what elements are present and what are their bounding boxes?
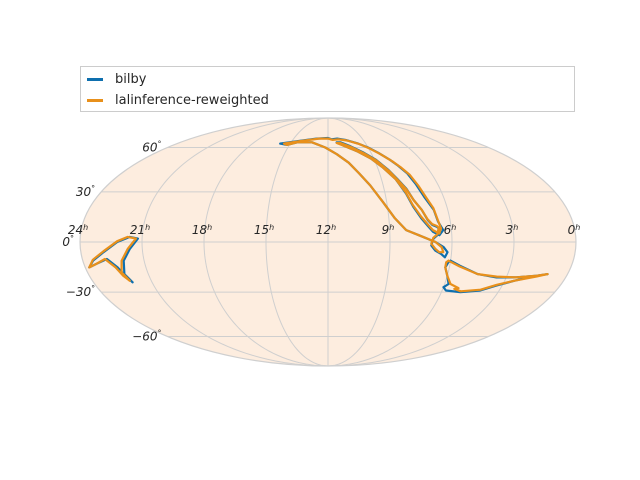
contour-lalinference-1 [444,259,549,293]
legend-swatch-bilby [87,77,103,81]
legend-swatch-lalinference [87,98,103,102]
ra-tick-label: 6h [444,223,457,237]
ra-tick-label: 3h [506,223,519,237]
legend-item-lalinference: lalinference-reweighted [87,90,269,110]
tick-labels: 24h 21h 18h 15h 12h 9h 6h 3h 0h 60° 30° 0° −30° −60° [62,139,580,343]
ra-tick-label: 21h [130,223,150,237]
ra-tick-label: 12h [316,223,336,237]
sky-outline [79,117,577,367]
dec-tick-label: 60° [142,139,161,154]
contour-lalinference-0 [282,137,445,254]
dec-tick-label: −30° [66,284,95,299]
contour-layer [88,136,549,294]
contour-lalinference-2 [88,235,137,282]
legend-item-bilby: bilby [87,69,146,89]
ra-tick-label: 0h [568,223,581,237]
legend-label-bilby: bilby [115,71,147,87]
ra-tick-label: 18h [192,223,212,237]
ra-tick-label: 9h [382,223,395,237]
ra-tick-label: 15h [254,223,274,237]
dec-tick-label: −60° [132,329,161,344]
legend: bilby lalinference-reweighted [80,66,575,112]
legend-label-lalinference: lalinference-reweighted [115,92,269,108]
ra-tick-label: 24h [68,223,88,237]
dec-tick-label: 0° [62,234,74,249]
dec-tick-label: 30° [76,184,95,199]
